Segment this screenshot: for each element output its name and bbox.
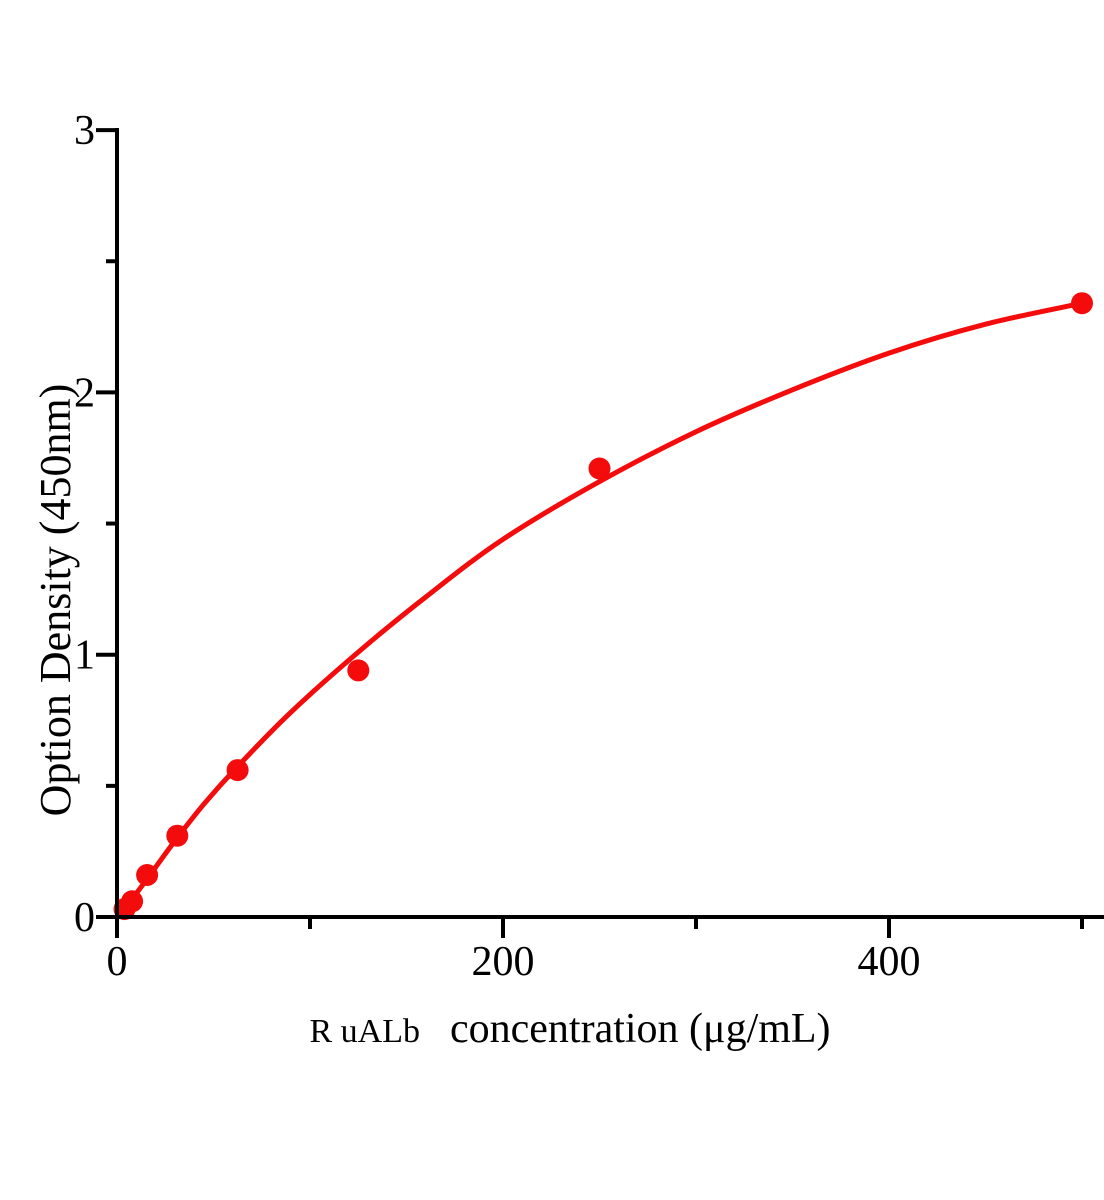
y-tick-label: 3 <box>74 108 95 154</box>
fit-curve <box>114 300 1085 920</box>
data-point <box>1071 292 1093 315</box>
y-tick-label: 2 <box>74 370 95 416</box>
x-tick-label: 200 <box>472 939 535 985</box>
x-tick-label: 0 <box>107 939 128 985</box>
y-tick-label: 0 <box>74 895 95 941</box>
x-axis-title-main: concentration (μg/mL) <box>450 1006 831 1052</box>
x-axis-title-prefix: R uALb <box>310 1013 421 1050</box>
x-tick-label: 400 <box>858 939 921 985</box>
data-point <box>121 890 144 913</box>
data-point <box>226 759 249 782</box>
y-axis-title: Option Density (450nm) <box>31 384 80 817</box>
data-point <box>588 457 611 480</box>
data-point <box>166 824 189 847</box>
data-point <box>136 864 159 886</box>
x-axis-title: R uALb concentration (μg/mL) <box>310 1006 831 1052</box>
plot-area: 0 200 400 0 1 2 3 <box>74 108 1104 985</box>
y-tick-label: 1 <box>74 633 95 679</box>
data-point <box>347 659 370 682</box>
